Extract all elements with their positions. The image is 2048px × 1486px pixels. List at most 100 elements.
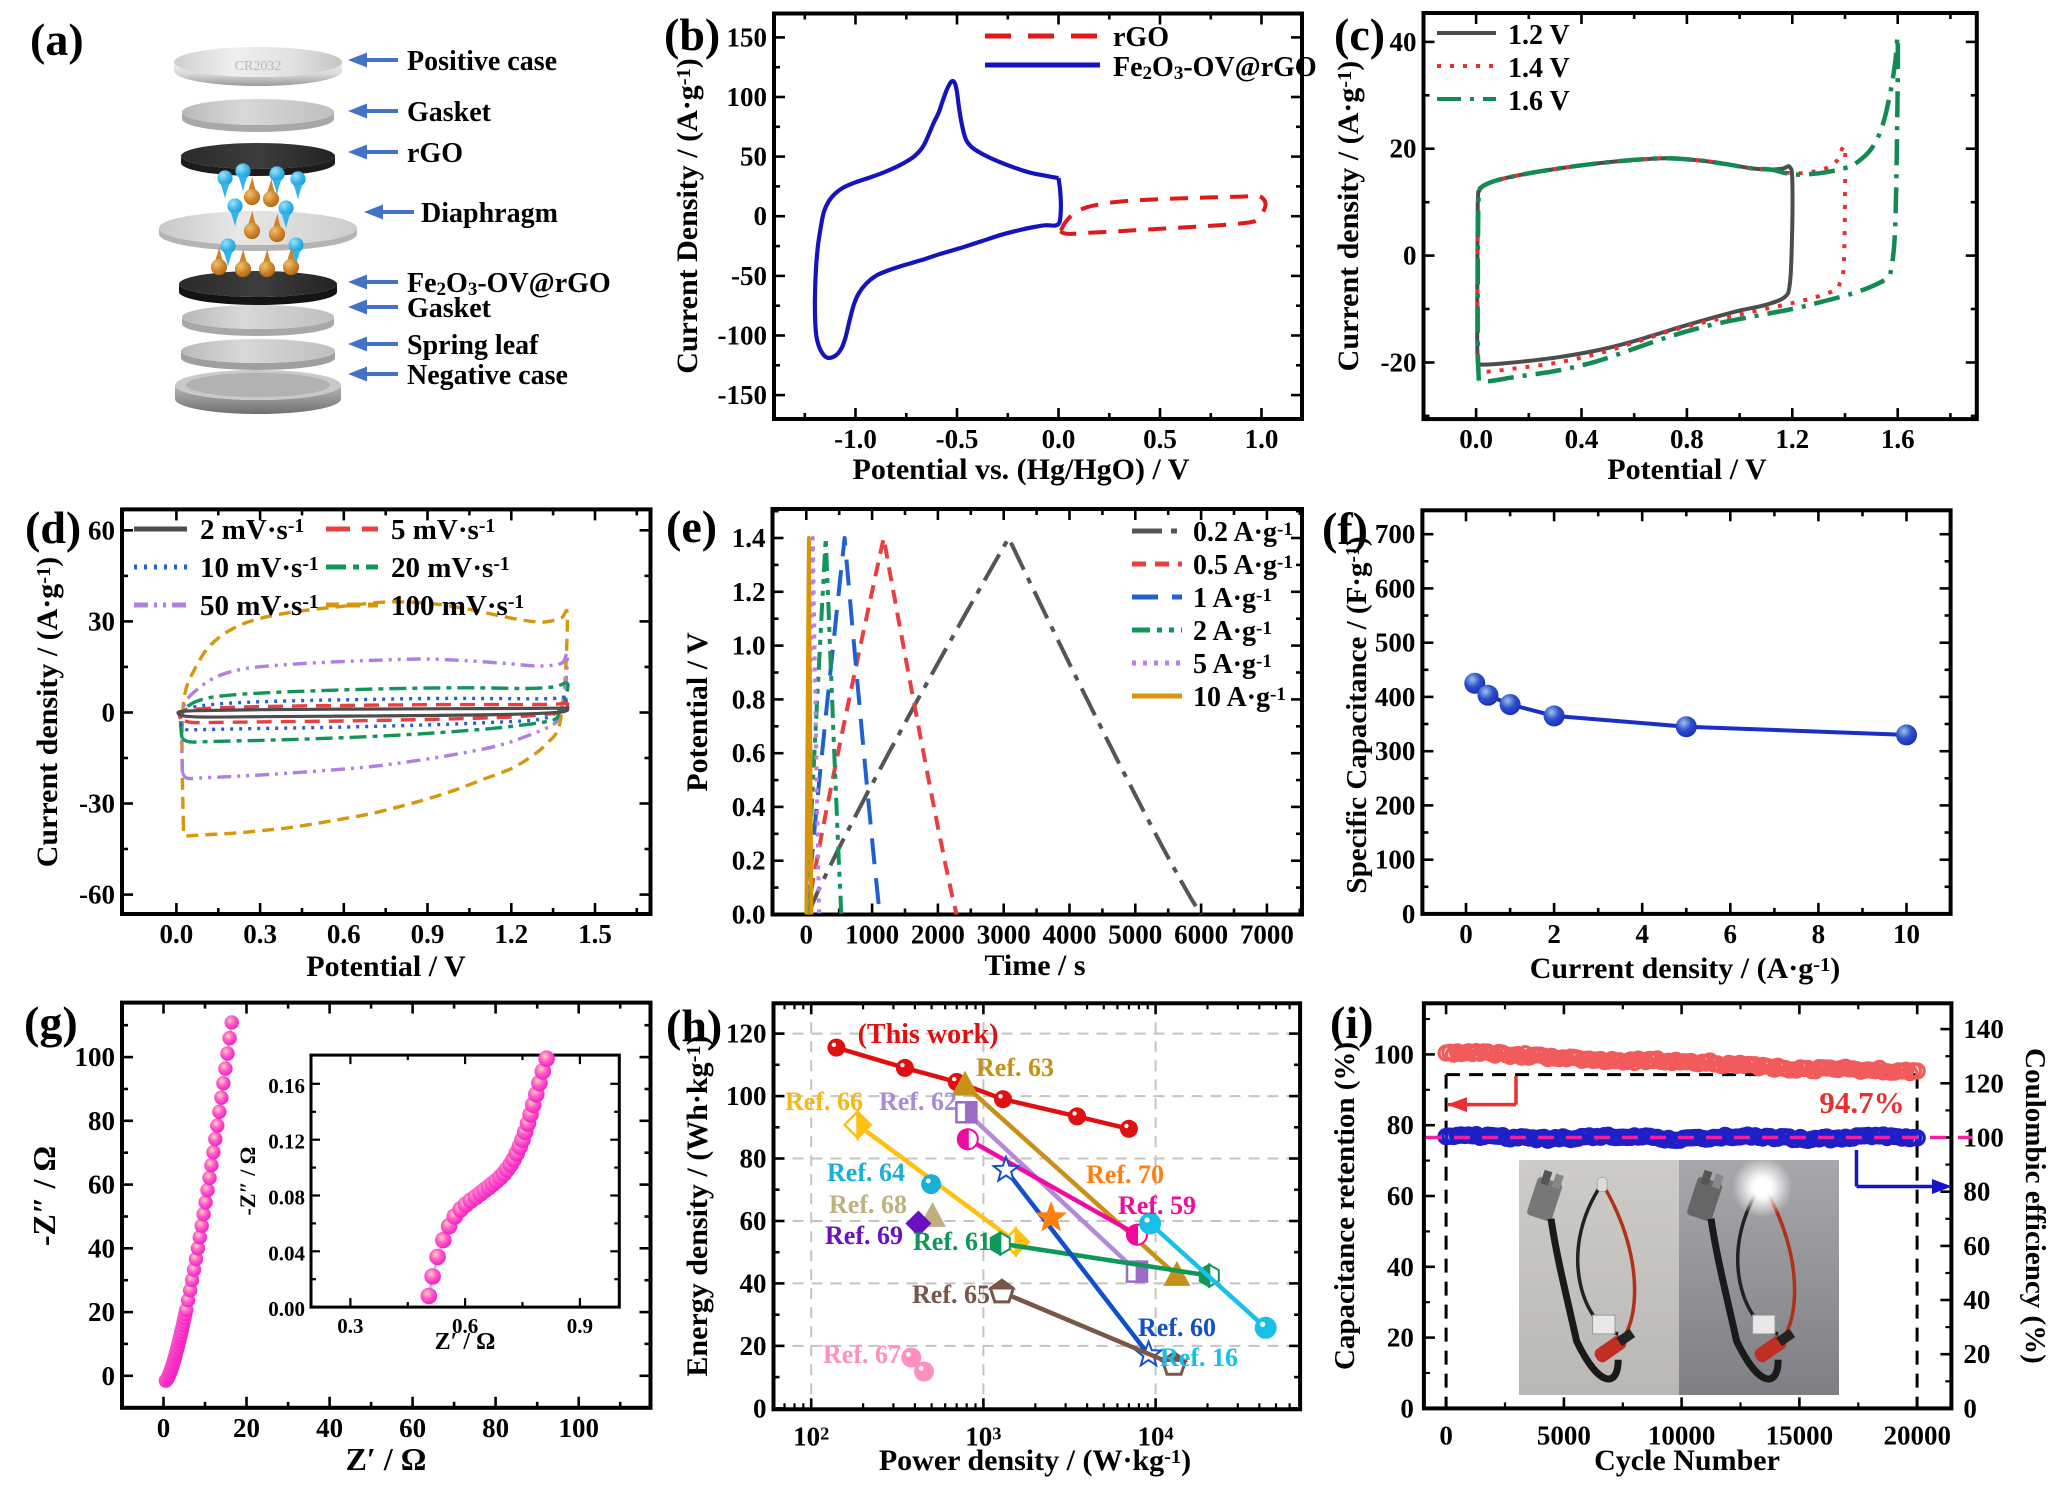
svg-text:1.2: 1.2 <box>732 577 766 607</box>
svg-text:2: 2 <box>1547 919 1561 949</box>
svg-text:Ref. 60: Ref. 60 <box>1138 1313 1216 1342</box>
svg-text:100: 100 <box>726 1081 767 1111</box>
svg-text:5000: 5000 <box>1537 1420 1591 1450</box>
svg-text:100: 100 <box>75 1042 116 1072</box>
svg-text:8: 8 <box>1812 919 1826 949</box>
svg-text:0.0: 0.0 <box>1459 424 1493 454</box>
svg-text:1.0: 1.0 <box>1245 424 1279 454</box>
svg-text:6: 6 <box>1724 919 1738 949</box>
svg-text:1000: 1000 <box>845 920 899 950</box>
svg-text:7000: 7000 <box>1240 920 1294 950</box>
svg-text:0: 0 <box>800 920 814 950</box>
svg-text:20: 20 <box>233 1413 260 1443</box>
svg-text:1.2: 1.2 <box>1775 424 1809 454</box>
svg-text:Potential / V: Potential / V <box>681 632 714 792</box>
svg-text:0: 0 <box>1963 1393 1977 1423</box>
svg-text:0.8: 0.8 <box>732 684 766 714</box>
svg-text:60: 60 <box>1963 1231 1990 1261</box>
svg-text:1.5: 1.5 <box>578 919 612 949</box>
svg-text:Ref. 64: Ref. 64 <box>827 1158 905 1187</box>
svg-text:1.6: 1.6 <box>1881 424 1915 454</box>
svg-text:Gasket: Gasket <box>407 293 492 324</box>
svg-text:50 mV·s-1: 50 mV·s-1 <box>200 590 319 622</box>
svg-text:1.6 V: 1.6 V <box>1508 86 1570 117</box>
svg-text:Current density / (A·g-1): Current density / (A·g-1) <box>1332 61 1365 372</box>
svg-text:0.9: 0.9 <box>411 919 445 949</box>
svg-text:600: 600 <box>1375 573 1416 603</box>
svg-text:Time / s: Time / s <box>984 949 1085 982</box>
svg-text:100: 100 <box>727 82 768 112</box>
svg-text:0: 0 <box>753 1393 767 1423</box>
svg-text:5 mV·s-1: 5 mV·s-1 <box>391 514 495 546</box>
svg-text:-50: -50 <box>731 261 767 291</box>
svg-text:0.6: 0.6 <box>732 738 766 768</box>
svg-text:120: 120 <box>1963 1068 2004 1098</box>
svg-text:40: 40 <box>1390 27 1417 57</box>
svg-text:2 mV·s-1: 2 mV·s-1 <box>200 514 304 546</box>
svg-text:6000: 6000 <box>1174 920 1228 950</box>
svg-text:40: 40 <box>316 1413 343 1443</box>
svg-text:20: 20 <box>88 1297 115 1327</box>
svg-text:3000: 3000 <box>977 920 1031 950</box>
svg-text:Ref. 70: Ref. 70 <box>1086 1160 1164 1189</box>
svg-text:-150: -150 <box>718 380 768 410</box>
svg-text:0.5 A·g-1: 0.5 A·g-1 <box>1193 550 1293 581</box>
svg-text:80: 80 <box>482 1413 509 1443</box>
svg-text:60: 60 <box>88 1170 115 1200</box>
svg-text:0.12: 0.12 <box>268 1130 305 1154</box>
svg-text:0: 0 <box>1403 241 1417 271</box>
svg-text:0: 0 <box>102 1361 116 1391</box>
svg-text:Ref. 16: Ref. 16 <box>1160 1343 1238 1372</box>
svg-text:0.08: 0.08 <box>268 1186 305 1210</box>
svg-text:Ref. 68: Ref. 68 <box>829 1190 907 1219</box>
svg-text:-1.0: -1.0 <box>834 424 877 454</box>
svg-text:0.4: 0.4 <box>732 792 766 822</box>
svg-text:100: 100 <box>1373 1039 1414 1069</box>
svg-text:0.5: 0.5 <box>1143 424 1177 454</box>
svg-text:10 mV·s-1: 10 mV·s-1 <box>200 552 319 584</box>
svg-text:1.4: 1.4 <box>732 523 766 553</box>
svg-text:Ref. 69: Ref. 69 <box>825 1221 903 1250</box>
svg-text:0: 0 <box>1402 899 1416 929</box>
svg-text:rGO: rGO <box>407 138 463 169</box>
svg-text:4000: 4000 <box>1043 920 1097 950</box>
svg-text:(h): (h) <box>666 1000 722 1051</box>
svg-text:80: 80 <box>1963 1177 1990 1207</box>
svg-text:4: 4 <box>1635 919 1649 949</box>
svg-text:0: 0 <box>754 201 768 231</box>
svg-text:20000: 20000 <box>1883 1420 1951 1450</box>
svg-text:0.00: 0.00 <box>268 1297 305 1321</box>
svg-text:94.7%: 94.7% <box>1819 1085 1904 1120</box>
svg-text:20: 20 <box>1390 134 1417 164</box>
svg-text:60: 60 <box>740 1206 767 1236</box>
svg-text:(c): (c) <box>1334 9 1385 60</box>
svg-text:200: 200 <box>1375 790 1416 820</box>
svg-text:rGO: rGO <box>1113 22 1169 53</box>
svg-text:0: 0 <box>102 698 116 728</box>
svg-text:0.16: 0.16 <box>268 1074 305 1098</box>
svg-text:Z′ / Ω: Z′ / Ω <box>435 1329 496 1355</box>
svg-text:0.4: 0.4 <box>1565 424 1599 454</box>
svg-text:0.0: 0.0 <box>1042 424 1076 454</box>
svg-text:-60: -60 <box>79 880 115 910</box>
svg-text:10: 10 <box>1893 919 1920 949</box>
svg-text:1.2: 1.2 <box>494 919 528 949</box>
svg-text:700: 700 <box>1375 519 1416 549</box>
svg-text:Ref. 59: Ref. 59 <box>1118 1191 1196 1220</box>
svg-text:5000: 5000 <box>1108 920 1162 950</box>
svg-text:Cycle Number: Cycle Number <box>1594 1444 1780 1477</box>
svg-text:0.6: 0.6 <box>452 1314 478 1338</box>
svg-text:10000: 10000 <box>1648 1420 1716 1450</box>
svg-text:Z′ / Ω: Z′ / Ω <box>346 1441 427 1477</box>
svg-text:20: 20 <box>1963 1339 1990 1369</box>
svg-text:100: 100 <box>558 1413 599 1443</box>
svg-text:50: 50 <box>740 142 767 172</box>
svg-text:0.9: 0.9 <box>567 1314 593 1338</box>
svg-text:80: 80 <box>1387 1110 1414 1140</box>
svg-text:140: 140 <box>1963 1014 2004 1044</box>
svg-text:Ref. 67: Ref. 67 <box>823 1340 901 1369</box>
svg-text:1.2 V: 1.2 V <box>1508 20 1570 51</box>
svg-text:100 mV·s-1: 100 mV·s-1 <box>391 590 524 622</box>
svg-text:80: 80 <box>740 1144 767 1174</box>
svg-text:-Z″ / Ω: -Z″ / Ω <box>26 1146 62 1246</box>
